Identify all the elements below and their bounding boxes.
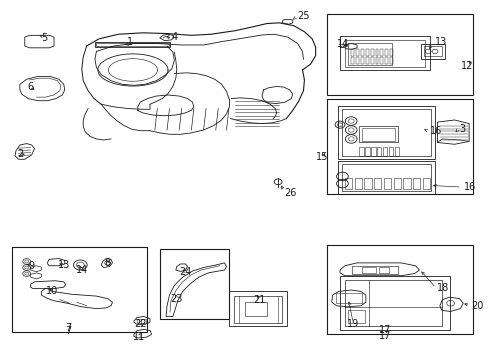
Bar	[361, 57, 364, 64]
Bar	[340, 276, 450, 330]
Bar	[384, 178, 391, 189]
Text: 16: 16	[464, 182, 476, 192]
Text: 15: 15	[316, 152, 328, 162]
Bar	[389, 147, 393, 156]
Bar	[403, 178, 411, 189]
Bar	[394, 147, 399, 156]
Bar	[160, 249, 229, 319]
Bar	[380, 49, 383, 56]
Bar	[360, 147, 364, 156]
Bar	[97, 43, 169, 46]
Bar	[343, 109, 431, 156]
Bar	[338, 161, 435, 194]
Text: 2: 2	[17, 149, 23, 159]
Bar	[327, 99, 473, 194]
Text: 22: 22	[134, 319, 147, 329]
Text: 19: 19	[347, 319, 359, 329]
Text: 17: 17	[379, 332, 392, 342]
Bar	[424, 46, 442, 57]
Bar	[12, 247, 147, 332]
Bar	[234, 296, 282, 323]
Bar	[338, 106, 435, 158]
Text: 9: 9	[28, 261, 35, 271]
Text: 7: 7	[66, 326, 72, 336]
Bar	[390, 49, 393, 56]
Text: 7: 7	[66, 323, 72, 333]
Text: 18: 18	[438, 283, 450, 293]
Bar	[362, 267, 375, 273]
Text: 11: 11	[133, 332, 146, 342]
Text: 14: 14	[337, 39, 349, 49]
Bar	[137, 319, 146, 323]
Text: 13: 13	[435, 37, 447, 48]
Bar	[351, 57, 354, 64]
Text: 8: 8	[104, 258, 111, 268]
Bar	[229, 291, 287, 327]
Text: 12: 12	[461, 61, 473, 71]
Text: 6: 6	[27, 82, 34, 92]
Bar	[390, 57, 393, 64]
Bar	[356, 57, 359, 64]
Bar	[366, 49, 369, 56]
Bar	[343, 164, 431, 191]
Bar	[340, 36, 430, 70]
Bar	[423, 178, 430, 189]
Text: 4: 4	[172, 32, 178, 42]
Bar	[365, 178, 372, 189]
Text: 26: 26	[284, 188, 296, 198]
Bar	[345, 280, 442, 327]
Bar	[356, 49, 359, 56]
Text: 24: 24	[179, 267, 192, 277]
Bar	[95, 42, 171, 47]
Bar	[336, 293, 362, 303]
Bar	[348, 43, 392, 65]
Bar	[352, 266, 398, 274]
Bar	[362, 128, 395, 141]
Text: 5: 5	[41, 33, 48, 43]
Bar	[371, 57, 374, 64]
Bar	[375, 57, 378, 64]
Bar	[421, 44, 445, 59]
Bar	[380, 57, 383, 64]
Bar	[393, 178, 401, 189]
Text: 10: 10	[47, 287, 59, 296]
Bar	[366, 147, 370, 156]
Text: 21: 21	[253, 295, 266, 305]
Text: 14: 14	[75, 265, 88, 275]
Bar	[371, 49, 374, 56]
Text: 16: 16	[430, 126, 442, 136]
Bar	[383, 147, 387, 156]
Bar	[385, 57, 388, 64]
Bar	[375, 49, 378, 56]
Bar	[327, 245, 473, 334]
Bar	[345, 40, 425, 67]
Bar	[377, 147, 381, 156]
Text: 20: 20	[471, 301, 484, 311]
Bar	[361, 49, 364, 56]
Text: 17: 17	[379, 325, 392, 335]
Bar	[348, 310, 366, 323]
Bar	[371, 147, 375, 156]
Text: 23: 23	[171, 294, 183, 303]
Text: 3: 3	[460, 124, 465, 134]
Bar	[245, 302, 267, 316]
Bar	[366, 57, 369, 64]
Bar	[327, 14, 473, 95]
Bar	[351, 49, 354, 56]
Text: 25: 25	[297, 12, 310, 21]
Text: 13: 13	[58, 260, 70, 270]
Text: 1: 1	[127, 37, 134, 48]
Bar	[413, 178, 420, 189]
Bar	[379, 267, 389, 273]
Bar	[345, 178, 352, 189]
Bar	[374, 178, 381, 189]
Bar	[385, 49, 388, 56]
Bar	[355, 178, 362, 189]
Bar	[360, 126, 398, 143]
